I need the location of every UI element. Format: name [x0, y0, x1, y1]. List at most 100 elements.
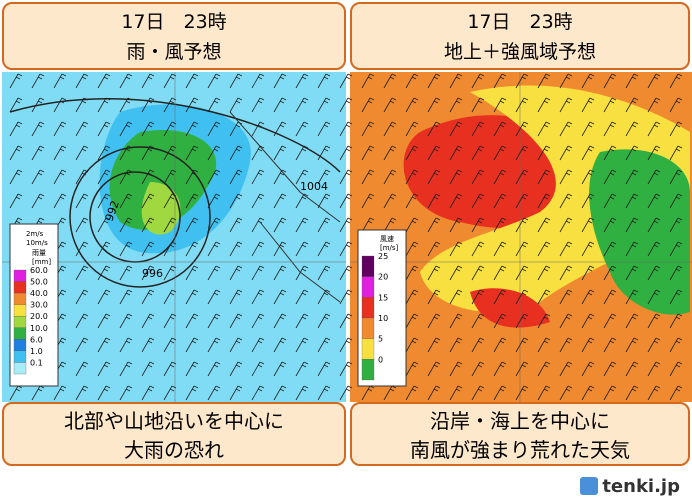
header-line: 17日 23時 — [467, 11, 573, 33]
wind-barb — [273, 313, 287, 329]
wind-barb — [339, 193, 353, 209]
wind-barb — [317, 337, 331, 353]
wind-barb — [185, 169, 199, 185]
wind-barb — [9, 145, 23, 161]
wind-barb — [559, 169, 573, 185]
wind-barb — [185, 145, 199, 161]
wind-barb — [471, 289, 485, 305]
wind-barb — [75, 73, 89, 89]
wind-barb — [339, 265, 353, 281]
wind-barb — [75, 337, 89, 353]
wind-barb — [471, 121, 485, 137]
wind-barb — [449, 385, 463, 401]
wind-barb — [581, 289, 595, 305]
wind-barb — [515, 217, 529, 233]
wind-barb — [229, 73, 243, 89]
wind-barb — [493, 145, 507, 161]
wind-barb — [581, 121, 595, 137]
wind-barb — [141, 241, 155, 257]
wind-barb — [647, 145, 661, 161]
legend-label: 40.0 — [30, 289, 48, 298]
wind-barb — [75, 97, 89, 113]
wind-barb — [405, 73, 419, 89]
logo: tenki.jp — [580, 476, 680, 497]
wind-barb — [559, 361, 573, 377]
wind-barb — [53, 193, 67, 209]
wind-barb — [603, 97, 617, 113]
wind-barb — [537, 73, 551, 89]
legend-swatch — [13, 304, 27, 317]
wind-barb — [647, 97, 661, 113]
legend-unit: [mm] — [32, 258, 51, 266]
wind-barb — [449, 241, 463, 257]
legend-title: 風速 — [380, 235, 394, 243]
wind-barb — [207, 217, 221, 233]
wind-barb — [471, 337, 485, 353]
wind-barb — [493, 289, 507, 305]
wind-barb — [97, 241, 111, 257]
wind-barb — [163, 265, 177, 281]
wind-barb — [669, 193, 683, 209]
wind-barb — [383, 145, 397, 161]
wind-barb — [97, 265, 111, 281]
wind-barb — [669, 169, 683, 185]
wind-barb — [559, 313, 573, 329]
wind-barb — [31, 121, 45, 137]
wind-barb — [251, 145, 265, 161]
wind-barb — [471, 385, 485, 401]
wind-barb — [427, 313, 441, 329]
wind-barb — [207, 73, 221, 89]
wind-barb — [427, 337, 441, 353]
wind-barb — [625, 289, 639, 305]
wind-barb — [97, 289, 111, 305]
wind-barb — [229, 217, 243, 233]
wind-barb — [581, 193, 595, 209]
wind-barb — [75, 169, 89, 185]
wind-barb — [251, 289, 265, 305]
wind-barb — [119, 145, 133, 161]
wind-barb — [581, 97, 595, 113]
legend-swatch — [13, 362, 27, 375]
wind-barb — [163, 241, 177, 257]
wind-barb — [141, 337, 155, 353]
legend-wind-scale: 2m/s — [26, 230, 44, 238]
wind-barb — [317, 361, 331, 377]
wind-barb — [361, 73, 375, 89]
wind-barb — [119, 73, 133, 89]
wind-barb — [603, 121, 617, 137]
wind-barb — [163, 193, 177, 209]
wind-barb — [515, 265, 529, 281]
wind-barb — [449, 145, 463, 161]
wind-barb — [405, 169, 419, 185]
wind-barb — [97, 361, 111, 377]
wind-barb — [163, 217, 177, 233]
wind-barb — [471, 145, 485, 161]
wind-barb — [97, 73, 111, 89]
wind-barb — [295, 193, 309, 209]
wind-barb — [207, 193, 221, 209]
wind-barb — [647, 193, 661, 209]
wind-barb — [9, 193, 23, 209]
legend-title: 雨量 — [32, 249, 46, 257]
wind-barb — [471, 169, 485, 185]
wind-barb — [405, 385, 419, 401]
wind-barb — [53, 121, 67, 137]
wind-barb — [647, 385, 661, 401]
wind-barb — [625, 97, 639, 113]
wind-barb — [515, 313, 529, 329]
wind-barb — [625, 193, 639, 209]
wind-barb — [581, 217, 595, 233]
wind-barb — [603, 385, 617, 401]
wind-barb — [339, 217, 353, 233]
wind-barb — [427, 385, 441, 401]
wind-barb — [669, 313, 683, 329]
wind-barb — [141, 121, 155, 137]
wind-barb — [229, 289, 243, 305]
legend-swatch — [13, 281, 27, 294]
wind-barb — [471, 193, 485, 209]
wind-barb — [625, 385, 639, 401]
legend-label: 25 — [378, 252, 388, 261]
wind-barb — [163, 145, 177, 161]
wind-barb — [229, 121, 243, 137]
